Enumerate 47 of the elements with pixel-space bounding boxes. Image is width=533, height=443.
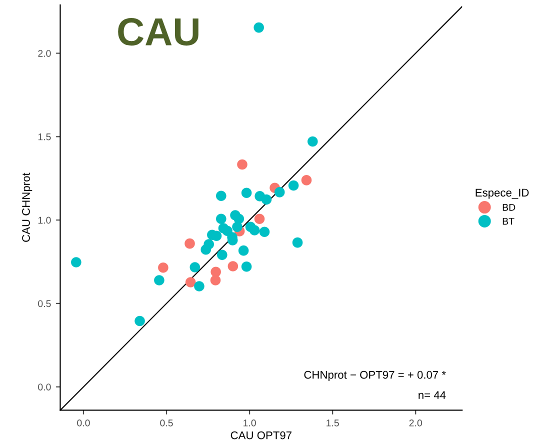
point (185, 277, 196, 288)
y-tick-label: 1.5 (38, 133, 51, 140)
point (249, 225, 260, 236)
point (216, 214, 226, 224)
point (232, 222, 242, 232)
x-tick-label: 0.0 (77, 420, 90, 426)
point (292, 237, 303, 248)
point (238, 245, 249, 256)
point (216, 250, 228, 260)
annotation: n= 44 (418, 391, 446, 399)
point (237, 159, 248, 170)
point (261, 194, 272, 205)
point (288, 180, 299, 191)
y-tick-label: 0.5 (38, 300, 51, 308)
x-tick-label: 1.0 (244, 420, 256, 426)
point (274, 187, 285, 198)
point (259, 226, 270, 238)
point (134, 316, 145, 326)
point (154, 275, 164, 286)
point (241, 261, 252, 272)
x-tick-label: 0.5 (160, 420, 173, 426)
point (241, 188, 252, 198)
point (254, 22, 264, 33)
point (228, 261, 238, 272)
y-tick-label: 2.0 (38, 50, 51, 57)
point (301, 175, 312, 186)
point (184, 238, 195, 249)
y-tick-label: 0.0 (38, 384, 51, 390)
annotation: CHNprot − OPT97 = + 0.07 * (304, 370, 446, 381)
point (200, 244, 212, 255)
point (194, 281, 204, 292)
point (158, 262, 168, 273)
point (210, 275, 221, 286)
x-tick-label: 1.5 (326, 420, 339, 426)
chart-title: CAU (118, 18, 198, 46)
y-axis-title: CAU CHNprot (22, 172, 32, 242)
point (190, 262, 200, 272)
x-axis-title: CAU OPT97 (230, 431, 292, 440)
x-tick-label: 2.0 (409, 420, 422, 426)
legend-label: BT (502, 218, 514, 225)
y-tick-label: 1.0 (38, 216, 51, 224)
legend-label: BD (502, 204, 516, 211)
point (254, 214, 265, 224)
legend-title: Espece_ID (476, 188, 529, 199)
point (71, 257, 82, 268)
point (308, 136, 318, 147)
point (216, 190, 226, 202)
